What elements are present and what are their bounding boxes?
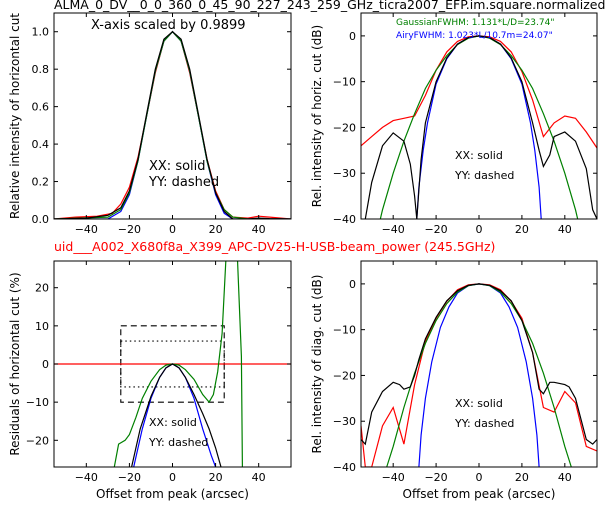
y-tick-label: −30	[333, 167, 356, 180]
series-line-3	[131, 363, 222, 467]
series-line-3	[361, 283, 597, 446]
y-tick-label: −30	[333, 415, 356, 428]
x-axis-label: Offset from peak (arcsec)	[403, 487, 556, 501]
series-line-1	[418, 283, 540, 467]
x-tick-label: 20	[515, 471, 529, 484]
x-tick-label: 20	[209, 471, 223, 484]
panel-horizontal-profile: −40 −20 0 20 40 0.0 0.2 0.4 0.6 0.8 1.0 Relative in…	[8, 12, 292, 236]
scale-annotation: X-axis scaled by 0.9899	[91, 18, 246, 33]
x-tick-label: 0	[169, 471, 176, 484]
y-tick-label: 10	[35, 320, 49, 333]
y-tick-label: 0	[349, 30, 356, 43]
x-tick-label: −20	[424, 471, 447, 484]
legend-text: XX: solid	[149, 416, 197, 429]
plot-area	[361, 35, 597, 219]
panel-horizontal-db: −40 −20 0 20 40 −40 −30 −20 −10 0 Rel. intensity o…	[310, 12, 598, 236]
figure-title: ALMA_0_DV__0_0_360_0_45_90_227_243_259_G…	[54, 0, 605, 12]
series-line-0	[361, 283, 597, 467]
plot-area	[54, 30, 291, 219]
y-tick-label: −10	[333, 76, 356, 89]
plot-area	[361, 283, 597, 467]
airy-fwhm-label: AiryFWHM: 1.023*L/10.7m=24.07"	[396, 31, 553, 41]
series-line-3	[364, 35, 597, 219]
x-tick-label: −40	[75, 471, 98, 484]
y-tick-label: −20	[333, 369, 356, 382]
series-line-1	[416, 35, 542, 219]
y-tick-label: 0	[42, 358, 49, 371]
series-line-2	[113, 261, 243, 467]
x-tick-label: −20	[424, 223, 447, 236]
y-axis-label: Rel. intensity of diag. cut (dB)	[310, 275, 324, 454]
series-line-1	[54, 30, 291, 219]
x-tick-label: 0	[476, 223, 483, 236]
x-tick-label: −40	[382, 223, 405, 236]
x-tick-label: −20	[118, 471, 141, 484]
y-tick-label: 0.8	[32, 63, 50, 76]
figure-subtitle: uid___A002_X680f8a_X399_APC-DV25-H-USB-b…	[54, 239, 495, 254]
legend-text: XX: solid	[149, 159, 206, 174]
series-line-3	[54, 30, 291, 219]
y-tick-label: 20	[35, 282, 49, 295]
y-tick-label: 0.6	[32, 101, 50, 114]
legend-text: YY: dashed	[454, 417, 514, 430]
x-axis-label: Offset from peak (arcsec)	[96, 487, 249, 501]
gaussian-fwhm-label: GaussianFWHM: 1.131*L/D=23.74"	[396, 18, 554, 28]
y-tick-label: −20	[333, 121, 356, 134]
x-tick-label: 0	[169, 223, 176, 236]
panel-diagonal-db: −40 −20 0 20 40 −40 −30 −20 −10 0 Rel. intensity o…	[310, 260, 598, 501]
y-tick-label: −10	[333, 324, 356, 337]
x-tick-label: −20	[118, 223, 141, 236]
y-tick-label: −10	[26, 396, 49, 409]
legend-text: YY: dashed	[454, 169, 514, 182]
series-line-0	[361, 35, 597, 149]
y-tick-label: −40	[333, 461, 356, 474]
x-tick-label: 40	[252, 223, 266, 236]
y-axis-label: Rel. intensity of horiz. cut (dB)	[310, 25, 324, 207]
x-tick-label: −40	[382, 471, 405, 484]
y-tick-label: −20	[26, 434, 49, 447]
legend-text: YY: dashed	[148, 436, 208, 449]
x-tick-label: 0	[476, 471, 483, 484]
y-tick-label: 0.2	[32, 176, 50, 189]
x-tick-label: −40	[75, 223, 98, 236]
x-tick-label: 40	[558, 471, 572, 484]
y-axis-label: Residuals of horizontal cut (%)	[8, 272, 22, 455]
plot-frame	[360, 12, 598, 220]
series-line-2	[54, 30, 291, 219]
x-tick-label: 40	[558, 223, 572, 236]
series-line-0	[54, 30, 291, 219]
y-tick-label: −40	[333, 213, 356, 226]
x-tick-label: 20	[515, 223, 529, 236]
plot-area	[54, 261, 291, 467]
legend-text: XX: solid	[455, 149, 503, 162]
x-tick-label: 20	[209, 223, 223, 236]
panel-residuals: −40 −20 0 20 40 −20 −10 0 10 20 Residuals of horiz…	[8, 260, 292, 501]
y-tick-label: 0	[349, 278, 356, 291]
x-tick-label: 40	[252, 471, 266, 484]
y-tick-label: 0.4	[32, 138, 50, 151]
y-tick-label: 1.0	[32, 26, 50, 39]
y-tick-label: 0.0	[32, 213, 50, 226]
legend-text: XX: solid	[455, 397, 503, 410]
y-axis-label: Relative intensity of horizontal cut	[8, 13, 22, 219]
legend-text: YY: dashed	[148, 175, 219, 190]
